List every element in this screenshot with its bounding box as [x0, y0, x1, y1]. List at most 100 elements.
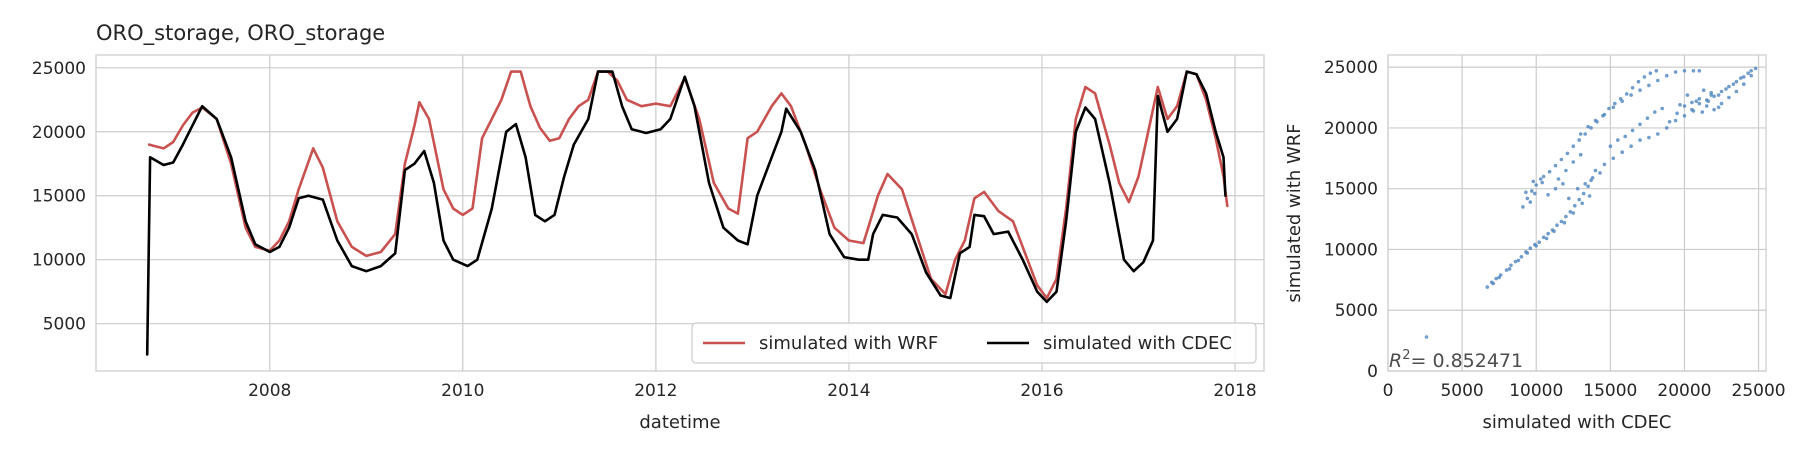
timeseries-x-tick-label: 2018	[1213, 381, 1256, 401]
scatter-point	[1697, 101, 1702, 106]
scatter-point	[1583, 132, 1587, 136]
scatter-point	[1719, 89, 1724, 94]
scatter-point	[1678, 103, 1682, 107]
scatter-point	[1656, 78, 1660, 83]
scatter-x-tick-label: 10000	[1509, 381, 1563, 401]
r-squared-annotation: R2= 0.852471	[1389, 348, 1523, 372]
scatter-point	[1700, 110, 1705, 114]
scatter-point	[1524, 190, 1528, 195]
timeseries-y-tick-label: 20000	[32, 123, 86, 143]
scatter-point	[1546, 193, 1550, 197]
scatter-x-tick-label: 5000	[1440, 381, 1483, 401]
scatter-point	[1525, 196, 1530, 201]
timeseries-plot-frame	[95, 54, 1265, 372]
series-line-cdec	[145, 70, 1227, 356]
scatter-point	[1607, 106, 1611, 111]
scatter-point	[1746, 71, 1750, 75]
scatter-point	[1685, 93, 1690, 97]
scatter-point	[1541, 174, 1546, 179]
scatter-point	[1519, 254, 1524, 259]
scatter-point	[1636, 79, 1641, 84]
scatter-point	[1739, 76, 1743, 80]
scatter-point	[1541, 235, 1546, 240]
scatter-point	[1561, 182, 1565, 186]
scatter-plot-frame	[1387, 54, 1767, 372]
scatter-point	[1712, 107, 1716, 112]
scatter-y-tick-label: 15000	[1324, 180, 1378, 200]
scatter-point	[1575, 186, 1580, 191]
scatter-point	[1742, 75, 1746, 79]
scatter-point	[1653, 110, 1657, 114]
scatter-point	[1528, 200, 1533, 204]
scatter-point	[1516, 258, 1521, 263]
scatter-point	[1494, 276, 1498, 281]
scatter-point	[1577, 138, 1581, 142]
timeseries-x-tick-label: 2016	[1020, 381, 1063, 401]
scatter-point	[1690, 100, 1694, 105]
timeseries-title: ORO_storage, ORO_storage	[96, 21, 385, 46]
scatter-point	[1734, 79, 1739, 84]
scatter-y-tick-label: 25000	[1324, 58, 1378, 78]
scatter-point	[1638, 88, 1642, 92]
scatter-point	[1727, 84, 1731, 89]
scatter-point	[1682, 69, 1687, 73]
scatter-point	[1706, 99, 1710, 103]
legend-label-wrf: simulated with WRF	[759, 333, 938, 354]
scatter-point	[1611, 156, 1616, 161]
scatter-point	[1656, 132, 1660, 136]
timeseries-x-tick-label: 2012	[634, 381, 677, 401]
scatter-point	[1704, 104, 1709, 108]
scatter-point	[1608, 144, 1613, 148]
scatter-point	[1571, 144, 1576, 148]
scatter-point	[1716, 93, 1721, 97]
scatter-point	[1580, 201, 1584, 206]
scatter-y-tick-label: 20000	[1324, 119, 1378, 139]
scatter-point	[1691, 69, 1696, 73]
scatter-point	[1645, 116, 1650, 120]
scatter-point	[1565, 151, 1570, 156]
scatter-point	[1571, 160, 1576, 164]
series-line-wrf	[147, 70, 1229, 300]
timeseries-y-tick-label: 5000	[43, 315, 86, 335]
scatter-point	[1630, 86, 1635, 90]
scatter-point	[1682, 104, 1687, 108]
scatter-point	[1530, 189, 1534, 193]
scatter-point	[1567, 196, 1571, 201]
scatter-point	[1533, 191, 1537, 196]
scatter-y-tick-labels: 0 5000 10000 15000 20000 25000	[1324, 58, 1378, 382]
scatter-point	[1573, 203, 1577, 208]
scatter-point	[1727, 95, 1731, 100]
scatter-point	[1525, 251, 1530, 255]
scatter-point	[1568, 210, 1573, 214]
scatter-point	[1719, 101, 1724, 106]
scatter-point	[1613, 101, 1617, 106]
scatter-x-axis-label: simulated with CDEC	[1483, 412, 1672, 433]
scatter-point	[1497, 275, 1501, 280]
scatter-point	[1753, 66, 1758, 71]
scatter-point	[1531, 179, 1536, 184]
scatter-point	[1709, 93, 1713, 97]
scatter-point	[1664, 73, 1669, 78]
scatter-point	[1577, 197, 1581, 202]
scatter-point	[1638, 138, 1642, 142]
scatter-point	[1749, 69, 1753, 73]
scatter-point	[1648, 71, 1653, 75]
timeseries-x-axis-label: datetime	[639, 412, 720, 433]
scatter-point	[1697, 69, 1702, 73]
scatter-point	[1581, 191, 1586, 196]
scatter-point	[1642, 75, 1647, 79]
scatter-point	[1540, 180, 1544, 185]
scatter-point	[1673, 70, 1678, 74]
scatter-point	[1537, 240, 1541, 244]
scatter-point	[1583, 182, 1587, 186]
scatter-point	[1712, 94, 1716, 99]
scatter-point	[1547, 169, 1552, 174]
timeseries-y-tick-label: 25000	[32, 59, 86, 79]
scatter-point	[1749, 73, 1753, 78]
timeseries-y-tick-label: 10000	[32, 251, 86, 271]
scatter-point	[1694, 99, 1699, 103]
scatter-point	[1675, 111, 1679, 116]
scatter-point	[1528, 246, 1533, 250]
scatter-point	[1602, 112, 1607, 117]
